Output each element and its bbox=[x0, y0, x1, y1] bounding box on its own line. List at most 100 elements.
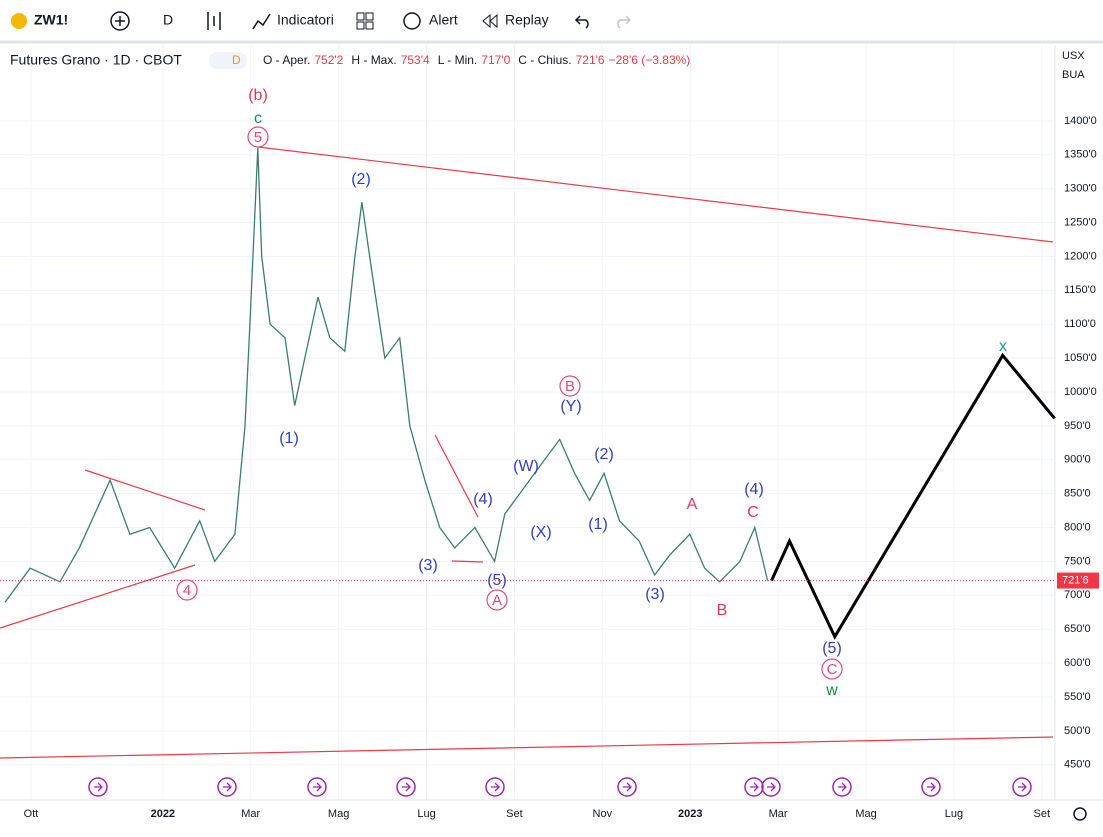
price-line bbox=[4, 147, 769, 603]
event-arrow bbox=[767, 782, 776, 792]
wave-label: (Y) bbox=[560, 398, 581, 415]
event-arrow bbox=[313, 782, 322, 792]
layout-icon[interactable] bbox=[356, 12, 365, 21]
event-arrow bbox=[838, 782, 847, 792]
ohlc-label: O - Aper. bbox=[263, 53, 310, 67]
wave-label: w bbox=[825, 682, 838, 699]
wave-label: (b) bbox=[248, 87, 268, 104]
x-tick-label: Lug bbox=[417, 808, 435, 820]
wave-label: (5) bbox=[822, 640, 842, 657]
y-tick-label: 850'0 bbox=[1064, 488, 1091, 500]
event-icon bbox=[761, 777, 781, 797]
y-tick-label: 1000'0 bbox=[1064, 386, 1097, 398]
x-tick-label: Lug bbox=[945, 808, 963, 820]
x-tick-label: Mar bbox=[769, 808, 788, 820]
symbol-icon bbox=[11, 13, 27, 29]
y-tick-label: 1250'0 bbox=[1064, 216, 1097, 228]
wave-label: B bbox=[717, 602, 728, 619]
x-tick-label: Mag bbox=[855, 808, 876, 820]
wave-circle bbox=[821, 658, 843, 680]
y-tick-label: 1050'0 bbox=[1064, 352, 1097, 364]
ohlc-label: H - Max. bbox=[351, 53, 396, 67]
y-tick-label: 1300'0 bbox=[1064, 183, 1097, 195]
price-line bbox=[770, 352, 1056, 640]
alert-icon bbox=[403, 12, 421, 30]
wave-label: x bbox=[999, 338, 1007, 355]
badge bbox=[209, 52, 247, 69]
event-arrow bbox=[94, 782, 103, 792]
ohlc-value: 721'6 bbox=[576, 53, 605, 67]
currency[interactable]: USX bbox=[1062, 50, 1085, 62]
replay[interactable]: Replay bbox=[505, 12, 549, 28]
event-icon bbox=[485, 777, 505, 797]
settings[interactable] bbox=[1073, 807, 1087, 821]
y-tick-label: 700'0 bbox=[1064, 589, 1091, 601]
wave-label: (3) bbox=[645, 586, 665, 603]
wave-label: (X) bbox=[530, 524, 551, 541]
grid bbox=[0, 45, 1055, 800]
event-arrow bbox=[750, 782, 759, 792]
wave-label: C bbox=[747, 504, 759, 521]
wave-label: 4 bbox=[183, 582, 191, 599]
y-tick-label: 1100'0 bbox=[1064, 318, 1096, 330]
event-icon bbox=[88, 777, 108, 797]
indicators[interactable]: Indicatori bbox=[277, 12, 334, 28]
x-tick-label: Set bbox=[506, 808, 523, 820]
wave-label: (2) bbox=[594, 446, 614, 463]
layout-icon bbox=[365, 12, 374, 21]
wave-label: A bbox=[687, 496, 698, 513]
event-arrow bbox=[491, 782, 500, 792]
event-icon bbox=[832, 777, 852, 797]
undo[interactable] bbox=[574, 15, 589, 29]
event-icon bbox=[744, 777, 764, 797]
wave-label: (5) bbox=[487, 572, 507, 589]
layout-icon bbox=[356, 21, 365, 30]
wave-label: (3) bbox=[418, 557, 438, 574]
x-tick-label: Mar bbox=[241, 808, 260, 820]
wave-circle bbox=[247, 126, 269, 148]
x-tick-label: 2022 bbox=[151, 808, 175, 820]
wave-label: (2) bbox=[351, 171, 371, 188]
trend-line bbox=[257, 146, 1054, 243]
event-arrow bbox=[1018, 782, 1027, 792]
interval[interactable]: D bbox=[163, 12, 173, 28]
toolbar bbox=[0, 0, 1103, 42]
plot bbox=[0, 147, 1056, 640]
trend-line bbox=[0, 564, 196, 629]
replay-icon bbox=[482, 13, 498, 29]
y-tick-label: 450'0 bbox=[1064, 759, 1091, 771]
alert[interactable]: Alert bbox=[429, 12, 458, 28]
event-icon bbox=[1012, 777, 1032, 797]
trend-line bbox=[451, 560, 484, 563]
wave-label: (1) bbox=[279, 430, 299, 447]
layout-icon bbox=[365, 21, 374, 30]
wave-label: (4) bbox=[744, 481, 764, 498]
y-tick-label: 1150'0 bbox=[1064, 284, 1096, 296]
symbol[interactable]: ZW1! bbox=[34, 12, 68, 28]
wave-label: (4) bbox=[473, 491, 493, 508]
x-tick-label: Mag bbox=[328, 808, 349, 820]
events bbox=[88, 777, 1032, 797]
add-symbol[interactable] bbox=[110, 11, 130, 31]
wave-label: (1) bbox=[588, 516, 608, 533]
indicators-icon bbox=[252, 13, 271, 30]
wave-label: B bbox=[565, 378, 575, 395]
event-icon bbox=[396, 777, 416, 797]
chart-type[interactable] bbox=[207, 12, 221, 30]
wave-circle bbox=[486, 589, 508, 611]
wave-label: (W) bbox=[513, 458, 539, 475]
badge-text: D bbox=[232, 53, 241, 67]
plus-icon bbox=[115, 16, 125, 26]
unit[interactable]: BUA bbox=[1062, 69, 1085, 81]
ohlc-label: C - Chius. bbox=[518, 53, 571, 67]
y-tick-label: 550'0 bbox=[1064, 691, 1091, 703]
trend-line bbox=[84, 469, 206, 511]
ohlc-value: 717'0 bbox=[481, 53, 510, 67]
y-tick-label: 500'0 bbox=[1064, 725, 1091, 737]
ohlc-label: L - Min. bbox=[438, 53, 478, 67]
redo[interactable] bbox=[617, 15, 632, 29]
event-arrow bbox=[623, 782, 632, 792]
annotations: (b) c 5 (2) (1) 4 (3) (4) (5) A (W) (X) B (Y) (2) (1) (3… bbox=[176, 87, 1007, 699]
y-tick-label: 1350'0 bbox=[1064, 149, 1097, 161]
